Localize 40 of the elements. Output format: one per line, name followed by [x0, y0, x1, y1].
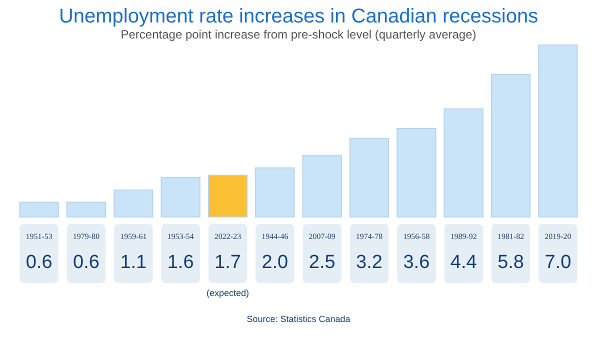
x-tick-label: 1956-58 — [403, 232, 430, 241]
x-tick-label: 1953-54 — [167, 232, 194, 241]
bar — [349, 138, 390, 218]
data-label: 1.6 — [167, 252, 194, 273]
x-tick-label: 1979-80 — [72, 232, 100, 241]
bar — [396, 128, 436, 218]
x-tick-label: 1989-92 — [450, 232, 477, 241]
bar — [255, 167, 295, 218]
data-label: 2.0 — [262, 252, 288, 273]
x-tick-label: 1951-53 — [26, 232, 52, 241]
data-label: 5.8 — [498, 252, 524, 273]
data-label: 0.6 — [73, 252, 100, 273]
bar — [302, 155, 342, 218]
data-label: 1.1 — [120, 252, 147, 273]
x-tick-label: 2019-20 — [544, 232, 572, 241]
x-tick-label: 2007-09 — [308, 232, 336, 241]
x-tick-label: 1981-82 — [497, 232, 524, 241]
text: (expected) — [206, 288, 250, 298]
bar — [490, 74, 531, 218]
data-label: 2.5 — [308, 252, 336, 273]
bar — [160, 177, 200, 218]
chart-title: Unemployment rate increases in Canadian recessions — [58, 6, 538, 28]
source-note: Source: Statistics Canada — [246, 314, 350, 324]
x-tick-label: 1974-78 — [356, 232, 383, 241]
bar — [66, 202, 106, 218]
bar — [208, 174, 248, 218]
bar — [444, 108, 484, 218]
data-label: 3.6 — [403, 252, 430, 273]
x-tick-label: 1944-46 — [262, 232, 288, 241]
data-label: 0.6 — [26, 252, 52, 273]
bar — [538, 44, 578, 218]
data-label: 7.0 — [544, 252, 572, 273]
chart-subtitle: Percentage point increase from pre-shock level (quarterly average) — [120, 28, 476, 42]
bar — [114, 189, 154, 218]
data-label: 3.2 — [356, 252, 382, 273]
data-label: 1.7 — [214, 252, 241, 273]
x-tick-label: 1959-61 — [120, 232, 147, 241]
bar — [19, 202, 59, 218]
data-label: 4.4 — [450, 252, 478, 273]
x-tick-label: 2022-23 — [214, 232, 242, 241]
